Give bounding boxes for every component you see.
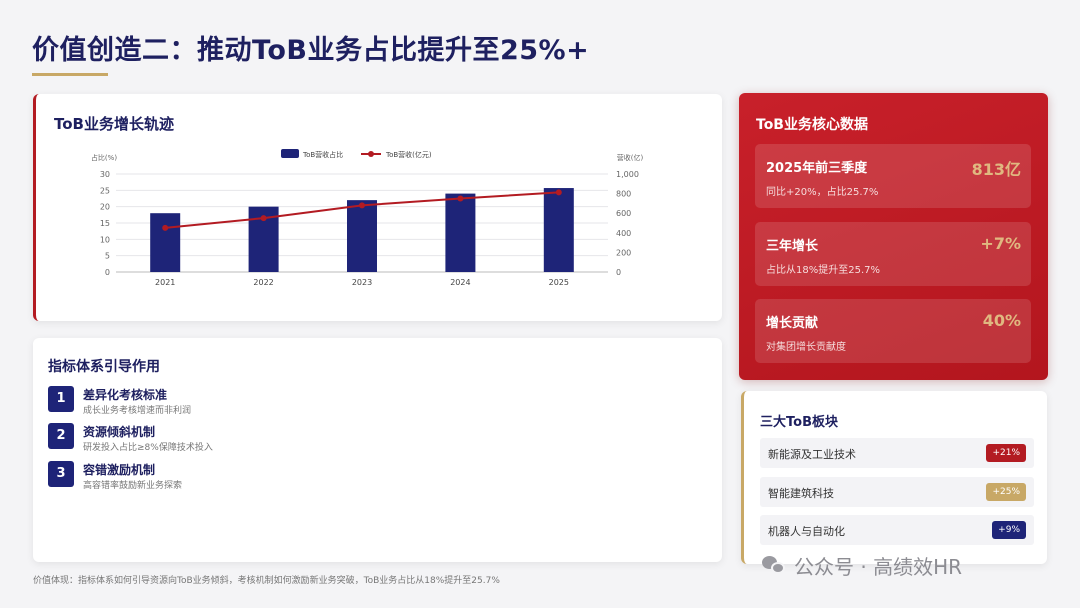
line-point xyxy=(162,224,169,231)
guide-item-name: 容错激励机制 xyxy=(83,463,156,477)
segments-card: 三大ToB板块 新能源及工业技术 +21% 智能建筑科技 +25% 机器人与自动… xyxy=(741,391,1047,564)
guide-card: 指标体系引导作用 1 差异化考核标准 成长业务考核增速而非利润 2 资源倾斜机制… xyxy=(33,338,722,562)
stat-sub: 同比+20%，占比25.7% xyxy=(766,187,879,198)
guide-item-desc: 高容错率鼓励新业务探索 xyxy=(83,481,183,491)
segment-row: 智能建筑科技 +25% xyxy=(760,477,1034,507)
guide-item: 3 容错激励机制 高容错率鼓励新业务探索 xyxy=(48,461,448,491)
segment-name: 智能建筑科技 xyxy=(768,487,834,500)
bar xyxy=(150,213,181,272)
y2-axis-label: 营收(亿) xyxy=(617,153,644,162)
stat-label: 三年增长 xyxy=(766,239,819,254)
legend-swatch-bar xyxy=(281,149,299,158)
segment-row: 机器人与自动化 +9% xyxy=(760,515,1034,545)
segment-name: 新能源及工业技术 xyxy=(768,448,856,461)
core-data-card: ToB业务核心数据 2025年前三季度 同比+20%，占比25.7% 813亿 … xyxy=(739,93,1048,380)
line-point xyxy=(555,189,562,196)
segment-row: 新能源及工业技术 +21% xyxy=(760,438,1034,468)
chart-card-title: ToB业务增长轨迹 xyxy=(54,115,174,133)
bar xyxy=(543,188,574,272)
x-tick-label: 2025 xyxy=(549,278,569,287)
watermark-text: 公众号 · 高绩效HR xyxy=(794,554,963,579)
stat-box: 三年增长 占比从18%提升至25.7% +7% xyxy=(755,222,1031,286)
stat-value: 813亿 xyxy=(971,160,1021,179)
y-tick-label: 10 xyxy=(100,235,110,244)
y-tick-label: 5 xyxy=(105,252,110,261)
x-tick-label: 2022 xyxy=(253,278,273,287)
y-tick-label: 15 xyxy=(100,219,110,228)
stat-label: 2025年前三季度 xyxy=(766,161,868,176)
guide-item-number: 3 xyxy=(48,461,74,487)
stat-sub: 对集团增长贡献度 xyxy=(766,342,846,353)
x-tick-label: 2024 xyxy=(450,278,470,287)
page-title: 价值创造二：推动ToB业务占比提升至25%+ xyxy=(32,35,590,66)
watermark: 公众号 · 高绩效HR xyxy=(762,552,963,579)
x-tick-label: 2021 xyxy=(155,278,175,287)
guide-item-desc: 成长业务考核增速而非利润 xyxy=(83,406,192,416)
segment-name: 机器人与自动化 xyxy=(768,525,845,538)
guide-item: 2 资源倾斜机制 研发投入占比≥8%保障技术投入 xyxy=(48,423,448,453)
legend-label: ToB营收(亿元) xyxy=(385,150,432,159)
footer-note: 价值体现：指标体系如何引导资源向ToB业务倾斜，考核机制如何激励新业务突破，To… xyxy=(33,576,500,586)
y2-tick-label: 0 xyxy=(616,268,621,277)
line-point xyxy=(457,195,464,202)
y2-tick-label: 600 xyxy=(616,209,631,218)
guide-card-title: 指标体系引导作用 xyxy=(48,359,160,375)
growth-chart-card: ToB业务增长轨迹 0 5 10 15 20 25 30 0 200 400 600 800 1,000… xyxy=(33,94,722,321)
bar xyxy=(445,193,476,272)
guide-item-number: 1 xyxy=(48,386,74,412)
stat-box: 2025年前三季度 同比+20%，占比25.7% 813亿 xyxy=(755,144,1031,208)
y2-tick-label: 800 xyxy=(616,190,631,199)
y2-tick-label: 200 xyxy=(616,248,631,257)
y-tick-label: 25 xyxy=(100,186,110,195)
guide-item-name: 资源倾斜机制 xyxy=(83,425,156,439)
legend-swatch-point xyxy=(368,151,374,157)
line-point xyxy=(359,202,365,209)
guide-item-name: 差异化考核标准 xyxy=(83,388,168,402)
core-data-title: ToB业务核心数据 xyxy=(756,117,868,133)
y2-tick-label: 400 xyxy=(616,229,631,238)
segment-growth-badge: +21% xyxy=(986,444,1026,462)
stat-sub: 占比从18%提升至25.7% xyxy=(766,265,880,276)
y-tick-label: 0 xyxy=(105,268,110,277)
guide-item-number: 2 xyxy=(48,423,74,449)
wechat-icon xyxy=(762,554,786,576)
stat-label: 增长贡献 xyxy=(766,316,819,331)
x-tick-label: 2023 xyxy=(352,278,372,287)
stat-value: +7% xyxy=(980,234,1021,253)
y-tick-label: 20 xyxy=(100,203,110,212)
guide-item-desc: 研发投入占比≥8%保障技术投入 xyxy=(83,443,213,453)
segment-growth-badge: +9% xyxy=(992,521,1026,539)
title-underline xyxy=(32,73,108,76)
guide-item: 1 差异化考核标准 成长业务考核增速而非利润 xyxy=(48,386,448,416)
stat-box: 增长贡献 对集团增长贡献度 40% xyxy=(755,299,1031,363)
line-point xyxy=(260,215,267,222)
segments-title: 三大ToB板块 xyxy=(760,415,838,430)
y-tick-label: 30 xyxy=(100,170,110,179)
y-axis-label: 占比(%) xyxy=(91,153,117,162)
segment-growth-badge: +25% xyxy=(986,483,1026,501)
legend-label: ToB营收占比 xyxy=(302,150,343,159)
y2-tick-label: 1,000 xyxy=(616,170,639,179)
stat-value: 40% xyxy=(982,311,1021,330)
bar xyxy=(347,200,377,272)
